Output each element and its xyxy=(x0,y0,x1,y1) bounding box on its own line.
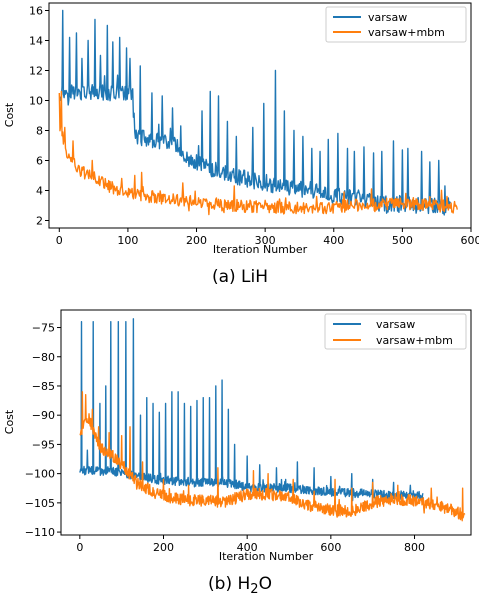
y-tick-label: 10 xyxy=(29,95,43,108)
caption-main: H xyxy=(238,574,251,594)
x-tick-label: 600 xyxy=(461,234,479,247)
series-line-varsaw xyxy=(58,9,451,216)
y-axis-title: Cost xyxy=(3,409,16,434)
series-layer xyxy=(79,318,466,522)
y-tick-label: 14 xyxy=(29,35,43,48)
x-tick-label: 200 xyxy=(153,541,174,554)
caption-prefix: (b) xyxy=(208,574,237,594)
y-tick-label: −105 xyxy=(25,497,55,510)
x-tick-label: 0 xyxy=(56,234,63,247)
y-tick-label: −85 xyxy=(32,380,55,393)
x-tick-label: 400 xyxy=(237,541,258,554)
x-tick-label: 0 xyxy=(76,541,83,554)
x-tick-label: 300 xyxy=(255,234,276,247)
x-ticks: 0 200 400 600 800 xyxy=(76,535,425,554)
y-tick-label: −95 xyxy=(32,438,55,451)
legend-label-varsaw-mbm: varsaw+mbm xyxy=(368,26,445,39)
caption-prefix: (a) xyxy=(212,267,241,287)
series-line-varsaw-mbm xyxy=(58,90,458,216)
y-tick-label: 2 xyxy=(36,215,43,228)
y-axis-title: Cost xyxy=(3,102,16,127)
y-tick-label: 16 xyxy=(29,5,43,18)
legend-label-varsaw: varsaw xyxy=(368,11,407,24)
x-ticks: 0 100 200 300 400 500 600 xyxy=(56,228,479,247)
y-tick-label: −80 xyxy=(32,351,55,364)
caption-subscript: 2 xyxy=(250,582,258,597)
x-axis-title: Iteration Number xyxy=(219,550,314,563)
panel-caption: (a) LiH xyxy=(212,267,268,287)
y-tick-label: 6 xyxy=(36,155,43,168)
y-ticks: −110 −105 −100 −95 −90 −85 −80 −75 xyxy=(25,322,61,539)
y-ticks: 2 4 6 8 10 12 14 16 xyxy=(29,5,49,228)
series-layer xyxy=(58,9,458,216)
legend-box xyxy=(325,6,467,43)
plot-frame xyxy=(48,2,472,229)
x-tick-label: 100 xyxy=(117,234,138,247)
y-tick-label: −100 xyxy=(25,468,55,481)
chart-panel-h2o: 0 200 400 600 800 −110 −105 −100 −95 −90 −85 −80 −7… xyxy=(3,309,472,597)
y-tick-label: −75 xyxy=(32,322,55,335)
legend-label-varsaw-mbm: varsaw+mbm xyxy=(376,334,453,347)
chart-panel-lih: 0 100 200 300 400 500 600 2 4 6 8 10 12 14 16 Iterati… xyxy=(3,2,479,287)
legend-label-varsaw: varsaw xyxy=(376,318,415,331)
series-line-varsaw xyxy=(79,318,424,503)
x-tick-label: 400 xyxy=(323,234,344,247)
plot-frame xyxy=(60,309,472,536)
caption-main: LiH xyxy=(241,267,268,287)
caption-tail: O xyxy=(259,574,272,594)
x-tick-label: 200 xyxy=(186,234,207,247)
x-axis-title: Iteration Number xyxy=(213,243,308,256)
y-tick-label: 12 xyxy=(29,65,43,78)
y-tick-label: −90 xyxy=(32,409,55,422)
panel-caption: (b) H2O xyxy=(208,574,272,597)
x-tick-label: 500 xyxy=(392,234,413,247)
y-tick-label: −110 xyxy=(25,526,55,539)
legend: varsaw varsaw+mbm xyxy=(325,6,467,43)
y-tick-label: 8 xyxy=(36,125,43,138)
x-tick-label: 800 xyxy=(404,541,425,554)
y-tick-label: 4 xyxy=(36,185,43,198)
legend: varsaw varsaw+mbm xyxy=(324,313,467,350)
series-line-varsaw-mbm xyxy=(79,391,466,522)
x-tick-label: 600 xyxy=(320,541,341,554)
